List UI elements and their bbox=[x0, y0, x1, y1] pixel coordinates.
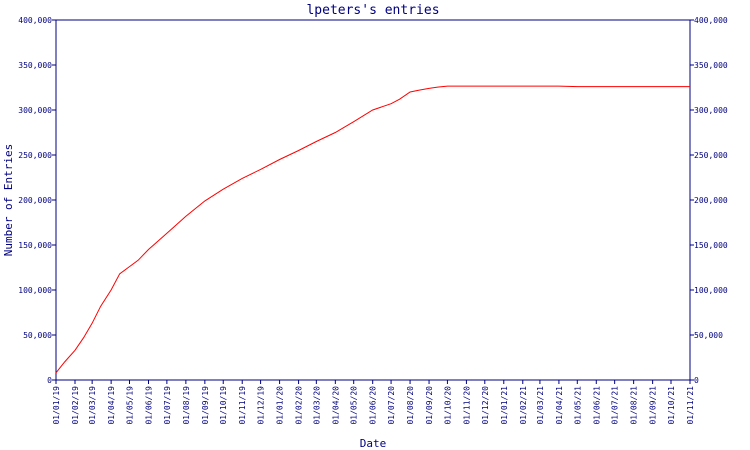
x-tick-label: 01/07/21 bbox=[611, 386, 620, 425]
x-tick-label: 01/10/21 bbox=[667, 386, 676, 425]
y-tick-label-right: 300,000 bbox=[694, 106, 728, 115]
x-tick-label: 01/05/21 bbox=[573, 386, 582, 425]
y-axis-right: 0 50,000 100,000 150,000 200,000 250,000 300,0… bbox=[690, 16, 728, 385]
y-tick-label-right: 350,000 bbox=[694, 61, 728, 70]
plot-frame bbox=[55, 19, 691, 381]
x-tick-label: 01/08/19 bbox=[182, 386, 191, 425]
x-tick-label: 01/03/21 bbox=[536, 386, 545, 425]
y-tick-label-right: 200,000 bbox=[694, 196, 728, 205]
x-tick-label: 01/04/19 bbox=[107, 386, 116, 425]
x-tick-label: 01/12/19 bbox=[257, 386, 266, 425]
x-tick-label: 01/09/21 bbox=[649, 386, 658, 425]
y-tick-label-left: 400,000 bbox=[18, 16, 52, 25]
x-tick-label: 01/09/20 bbox=[425, 386, 434, 425]
x-tick-label: 01/06/20 bbox=[369, 386, 378, 425]
y-tick-label-left: 300,000 bbox=[18, 106, 52, 115]
y-tick-label-right: 100,000 bbox=[694, 286, 728, 295]
y-tick-label-left: 0 bbox=[47, 376, 52, 385]
y-tick-label-right: 250,000 bbox=[694, 151, 728, 160]
y-tick-label-right: 50,000 bbox=[694, 331, 723, 340]
x-tick-label: 01/12/20 bbox=[481, 386, 490, 425]
y-tick-label-left: 50,000 bbox=[23, 331, 52, 340]
x-tick-label: 01/06/19 bbox=[144, 386, 153, 425]
x-tick-label: 01/03/19 bbox=[88, 386, 97, 425]
x-axis-title: Date bbox=[360, 437, 387, 450]
x-tick-label: 01/02/20 bbox=[295, 386, 304, 425]
y-tick-label-right: 150,000 bbox=[694, 241, 728, 250]
y-axis-left: 0 50,000 100,000 150,000 200,000 250,000 300,0… bbox=[18, 16, 56, 385]
x-tick-label: 01/01/20 bbox=[276, 386, 285, 425]
x-tick-label: 01/08/20 bbox=[406, 386, 415, 425]
x-tick-label: 01/10/19 bbox=[219, 386, 228, 425]
x-tick-label: 01/11/20 bbox=[462, 386, 471, 425]
x-tick-label: 01/06/21 bbox=[592, 386, 601, 425]
x-tick-label: 01/02/21 bbox=[519, 386, 528, 425]
y-tick-label-left: 150,000 bbox=[18, 241, 52, 250]
x-tick-label: 01/05/20 bbox=[350, 386, 359, 425]
x-tick-label: 01/07/20 bbox=[387, 386, 396, 425]
y-tick-label-left: 200,000 bbox=[18, 196, 52, 205]
series-line bbox=[55, 85, 690, 374]
x-tick-label: 01/04/20 bbox=[331, 386, 340, 425]
x-tick-label: 01/01/19 bbox=[52, 386, 61, 425]
x-tick-label: 01/10/20 bbox=[443, 386, 452, 425]
x-tick-label: 01/07/19 bbox=[163, 386, 172, 425]
y-tick-label-left: 350,000 bbox=[18, 61, 52, 70]
x-tick-label: 01/05/19 bbox=[126, 386, 135, 425]
x-tick-label: 01/03/20 bbox=[312, 386, 321, 425]
x-tick-label: 01/11/21 bbox=[686, 386, 695, 425]
x-tick-label: 01/01/21 bbox=[500, 386, 509, 425]
x-tick-label: 01/11/19 bbox=[238, 386, 247, 425]
chart-title: lpeters's entries bbox=[306, 3, 439, 18]
y-tick-label-right: 400,000 bbox=[694, 16, 728, 25]
x-tick-label: 01/09/19 bbox=[201, 386, 210, 425]
y-tick-label-left: 250,000 bbox=[18, 151, 52, 160]
x-tick-label: 01/04/21 bbox=[555, 386, 564, 425]
x-tick-label: 01/02/19 bbox=[71, 386, 80, 425]
x-axis: 01/01/19 01/02/19 01/03/19 01/04/19 01/05/19… bbox=[52, 380, 695, 425]
x-tick-label: 01/08/21 bbox=[630, 386, 639, 425]
y-tick-label-right: 0 bbox=[694, 376, 699, 385]
y-axis-title: Number of Entries bbox=[2, 144, 15, 257]
series-layer bbox=[55, 85, 690, 374]
y-tick-label-left: 100,000 bbox=[18, 286, 52, 295]
